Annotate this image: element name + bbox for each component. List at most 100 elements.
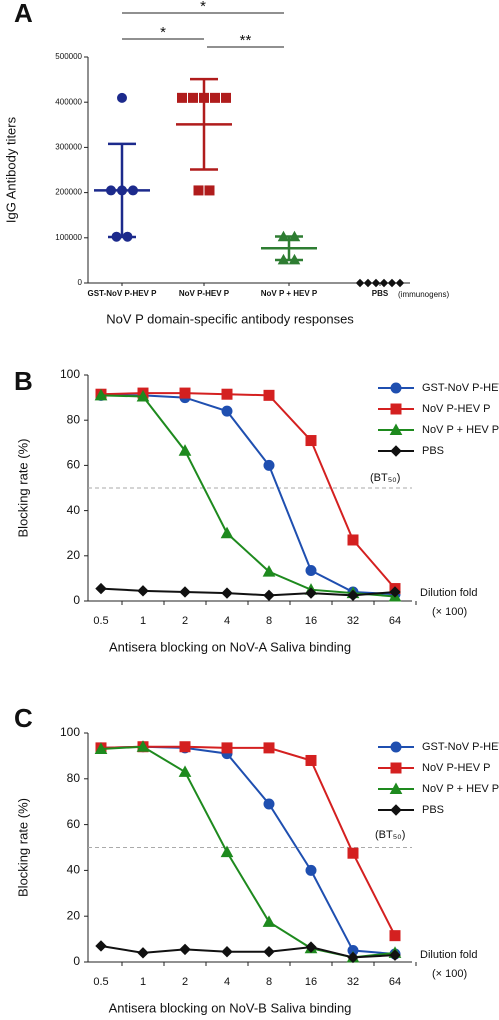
reference-label: (BT₅₀) bbox=[370, 472, 400, 484]
legend-label: NoV P-HEV P bbox=[422, 762, 490, 774]
marker bbox=[221, 945, 233, 958]
marker bbox=[363, 278, 373, 288]
annotation: (× 100) bbox=[432, 606, 467, 618]
x-tick-label: NoV P-HEV P bbox=[179, 289, 230, 298]
marker bbox=[262, 565, 276, 577]
marker bbox=[263, 589, 275, 602]
x-tick-label: 0.5 bbox=[93, 615, 108, 627]
marker bbox=[188, 92, 198, 103]
y-axis-label: Blocking rate (%) bbox=[15, 798, 30, 897]
marker bbox=[390, 804, 402, 816]
marker bbox=[179, 586, 191, 598]
x-axis-label: Antisera blocking on NoV-A Saliva bindin… bbox=[109, 639, 351, 654]
marker bbox=[221, 92, 231, 103]
legend-label: NoV P-HEV P bbox=[422, 403, 490, 415]
x-tick-label: NoV P + HEV P bbox=[261, 289, 318, 298]
marker bbox=[305, 754, 317, 766]
marker bbox=[305, 941, 317, 953]
y-axis-label: Blocking rate (%) bbox=[15, 439, 30, 538]
marker bbox=[347, 534, 359, 546]
significance-label: ** bbox=[240, 32, 252, 49]
panel-label: B bbox=[14, 366, 33, 396]
x-tick-label: 16 bbox=[305, 615, 317, 627]
x-note: (immunogens) bbox=[398, 290, 449, 299]
x-tick-label: 64 bbox=[389, 976, 401, 988]
y-tick-label: 400000 bbox=[55, 97, 82, 106]
marker bbox=[389, 949, 401, 961]
significance-label: * bbox=[200, 0, 206, 15]
x-tick-label: 0.5 bbox=[93, 976, 108, 988]
marker bbox=[179, 943, 191, 956]
marker bbox=[136, 389, 150, 402]
y-tick-label: 80 bbox=[67, 412, 81, 426]
marker bbox=[390, 403, 402, 415]
legend-label: GST-NoV P-HEV P bbox=[422, 741, 499, 753]
panel-label: C bbox=[14, 703, 33, 733]
marker bbox=[355, 278, 365, 288]
y-tick-label: 0 bbox=[78, 278, 83, 287]
marker bbox=[263, 459, 275, 471]
y-tick-label: 60 bbox=[67, 817, 81, 831]
y-tick-label: 60 bbox=[67, 458, 81, 472]
marker bbox=[204, 185, 215, 196]
x-tick-label: 2 bbox=[182, 615, 188, 627]
marker bbox=[210, 92, 220, 103]
marker bbox=[389, 586, 401, 598]
series-line bbox=[100, 394, 396, 598]
marker bbox=[179, 387, 191, 399]
marker bbox=[221, 405, 233, 417]
marker bbox=[263, 742, 275, 754]
annotation: Dilution fold bbox=[420, 949, 477, 961]
marker bbox=[390, 741, 402, 753]
marker bbox=[263, 945, 275, 958]
marker bbox=[390, 445, 402, 457]
marker bbox=[389, 423, 403, 435]
marker bbox=[95, 582, 107, 595]
y-tick-label: 40 bbox=[67, 863, 81, 877]
y-tick-label: 80 bbox=[67, 771, 81, 785]
y-tick-label: 0 bbox=[73, 954, 80, 968]
y-tick-label: 20 bbox=[67, 908, 81, 922]
x-tick-label: 32 bbox=[347, 976, 359, 988]
x-tick-label: 4 bbox=[224, 976, 230, 988]
marker bbox=[177, 92, 187, 103]
x-tick-label: 8 bbox=[266, 976, 272, 988]
series-line bbox=[100, 745, 396, 937]
x-tick-label: 16 bbox=[305, 976, 317, 988]
marker bbox=[179, 741, 191, 753]
marker bbox=[305, 564, 317, 576]
x-tick-label: 2 bbox=[182, 976, 188, 988]
y-tick-label: 0 bbox=[73, 593, 80, 607]
x-tick-label: 4 bbox=[224, 615, 230, 627]
marker bbox=[262, 915, 276, 927]
series-line bbox=[100, 587, 396, 597]
marker bbox=[178, 444, 192, 456]
marker bbox=[137, 585, 149, 597]
y-tick-label: 100 bbox=[60, 367, 80, 381]
marker bbox=[220, 526, 234, 539]
marker bbox=[193, 185, 204, 196]
significance-label: * bbox=[160, 24, 166, 41]
legend-label: GST-NoV P-HEV P bbox=[422, 382, 499, 394]
series-line bbox=[100, 392, 396, 590]
annotation: (× 100) bbox=[432, 968, 467, 980]
marker bbox=[379, 278, 389, 288]
legend-label: PBS bbox=[422, 804, 444, 816]
marker bbox=[95, 940, 107, 952]
marker bbox=[94, 388, 108, 401]
series-line bbox=[100, 944, 396, 959]
marker bbox=[136, 740, 150, 752]
x-axis-label: Antisera blocking on NoV-B Saliva bindin… bbox=[109, 1000, 352, 1015]
reference-label: (BT₅₀) bbox=[375, 829, 405, 841]
marker bbox=[371, 278, 381, 288]
marker bbox=[263, 798, 275, 810]
marker bbox=[390, 382, 402, 394]
marker bbox=[178, 765, 192, 777]
x-axis-label: NoV P domain-specific antibody responses bbox=[106, 311, 354, 326]
y-tick-label: 100000 bbox=[55, 233, 82, 242]
legend-label: PBS bbox=[422, 445, 444, 457]
marker bbox=[94, 742, 108, 755]
marker bbox=[395, 278, 405, 288]
y-tick-label: 20 bbox=[67, 548, 81, 562]
